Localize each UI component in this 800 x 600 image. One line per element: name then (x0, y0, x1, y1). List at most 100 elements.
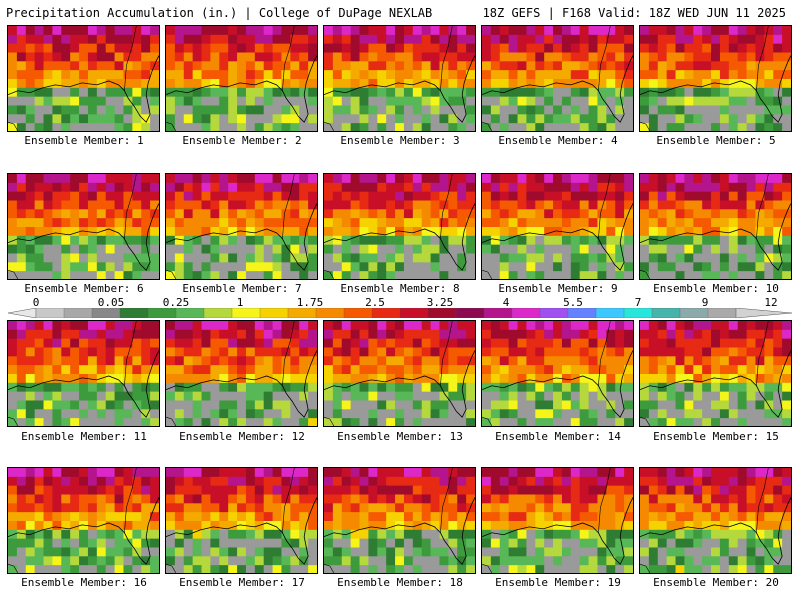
valid-time-label: 18Z GEFS | F168 Valid: 18Z WED JUN 11 20… (482, 6, 786, 20)
precip-field-map (166, 26, 317, 131)
ensemble-member-label: Ensemble Member: 17 (179, 576, 305, 589)
ensemble-member-label: Ensemble Member: 19 (495, 576, 621, 589)
coastline (324, 497, 475, 565)
colorbar-swatch (567, 308, 597, 318)
ensemble-member-label: Ensemble Member: 20 (653, 576, 779, 589)
state-border (8, 321, 137, 426)
colorbar-tick-label: 9 (701, 296, 709, 309)
state-border (324, 468, 453, 573)
colorbar-legend: 0 0.05 0.25 1 1.75 2.5 3.25 4 5.5 7 9 12 (8, 296, 792, 320)
colorbar-swatch (651, 308, 681, 318)
state-border (8, 174, 137, 279)
state-border (640, 174, 769, 279)
coastline (8, 497, 159, 565)
colorbar-swatch (539, 308, 569, 318)
precip-field-map (8, 468, 159, 573)
colorbar-swatch (511, 308, 541, 318)
coastline (482, 350, 633, 418)
colorbar-swatch (595, 308, 625, 318)
state-border (8, 468, 137, 573)
precip-field-map (166, 174, 317, 279)
precip-field-map (8, 321, 159, 426)
state-border (482, 174, 611, 279)
state-border (324, 174, 453, 279)
precip-field-map (482, 26, 633, 131)
coastline (324, 203, 475, 271)
precip-field-map (640, 26, 791, 131)
state-border (166, 321, 295, 426)
ensemble-member-label: Ensemble Member: 16 (21, 576, 147, 589)
colorbar-tick-label: 3.25 (426, 296, 454, 309)
coastline (324, 350, 475, 418)
ensemble-map-panel (639, 320, 792, 427)
colorbar-swatch (427, 308, 457, 318)
precip-field-map (8, 174, 159, 279)
coastline (8, 55, 159, 123)
coastline (640, 55, 791, 123)
colorbar-swatch (203, 308, 233, 318)
colorbar-swatch (679, 308, 709, 318)
colorbar-swatch (119, 308, 149, 318)
ensemble-map-panel (323, 25, 476, 132)
ensemble-member-label: Ensemble Member: 8 (340, 282, 460, 295)
precip-field-map (640, 468, 791, 573)
state-border (640, 468, 769, 573)
ensemble-member-label: Ensemble Member: 4 (498, 134, 618, 147)
ensemble-map-panel (7, 467, 160, 574)
ensemble-member-label: Ensemble Member: 5 (656, 134, 776, 147)
ensemble-member-label: Ensemble Member: 14 (495, 430, 621, 443)
precip-field-map (482, 468, 633, 573)
colorbar-swatch (287, 308, 317, 318)
colorbar-tick-label: 0.05 (97, 296, 125, 309)
ensemble-map-panel (7, 320, 160, 427)
state-border (640, 26, 769, 131)
state-border (166, 174, 295, 279)
ensemble-map-panel (165, 320, 318, 427)
colorbar-swatch (707, 308, 737, 318)
precip-field-map (324, 26, 475, 131)
ensemble-map-panel (323, 320, 476, 427)
ensemble-map-panel (481, 467, 634, 574)
coastline (482, 55, 633, 123)
colorbar-tick-label: 12 (764, 296, 778, 309)
precip-field-map (482, 321, 633, 426)
state-border (324, 26, 453, 131)
ensemble-member-label: Ensemble Member: 11 (21, 430, 147, 443)
colorbar-swatch (35, 308, 65, 318)
state-border (324, 321, 453, 426)
ensemble-map-panel (165, 173, 318, 280)
colorbar-swatch (399, 308, 429, 318)
colorbar-swatch (63, 308, 93, 318)
ensemble-map-panel (639, 467, 792, 574)
ensemble-member-label: Ensemble Member: 13 (337, 430, 463, 443)
colorbar-swatch (623, 308, 653, 318)
state-border (8, 26, 137, 131)
ensemble-map-panel (165, 467, 318, 574)
ensemble-member-label: Ensemble Member: 10 (653, 282, 779, 295)
colorbar-tick-label: 2.5 (365, 296, 385, 309)
ensemble-member-label: Ensemble Member: 12 (179, 430, 305, 443)
precip-field-map (324, 174, 475, 279)
colorbar-swatch (259, 308, 289, 318)
state-border (640, 321, 769, 426)
colorbar-tick-label: 0.25 (162, 296, 190, 309)
precip-field-map (324, 321, 475, 426)
ensemble-map-panel (639, 173, 792, 280)
colorbar-tick-label: 7 (634, 296, 642, 309)
ensemble-map-panel (481, 25, 634, 132)
colorbar-scale (8, 308, 792, 318)
ensemble-member-label: Ensemble Member: 2 (182, 134, 302, 147)
ensemble-map-panel (323, 467, 476, 574)
coastline (640, 497, 791, 565)
precip-field-map (166, 468, 317, 573)
coastline (324, 55, 475, 123)
colorbar-tick-label: 1.75 (296, 296, 324, 309)
ensemble-map-panel (323, 173, 476, 280)
coastline (166, 55, 317, 123)
coastline (640, 350, 791, 418)
state-border (482, 468, 611, 573)
colorbar-swatch (343, 308, 373, 318)
coastline (8, 203, 159, 271)
precip-field-map (8, 26, 159, 131)
ensemble-member-label: Ensemble Member: 1 (24, 134, 144, 147)
